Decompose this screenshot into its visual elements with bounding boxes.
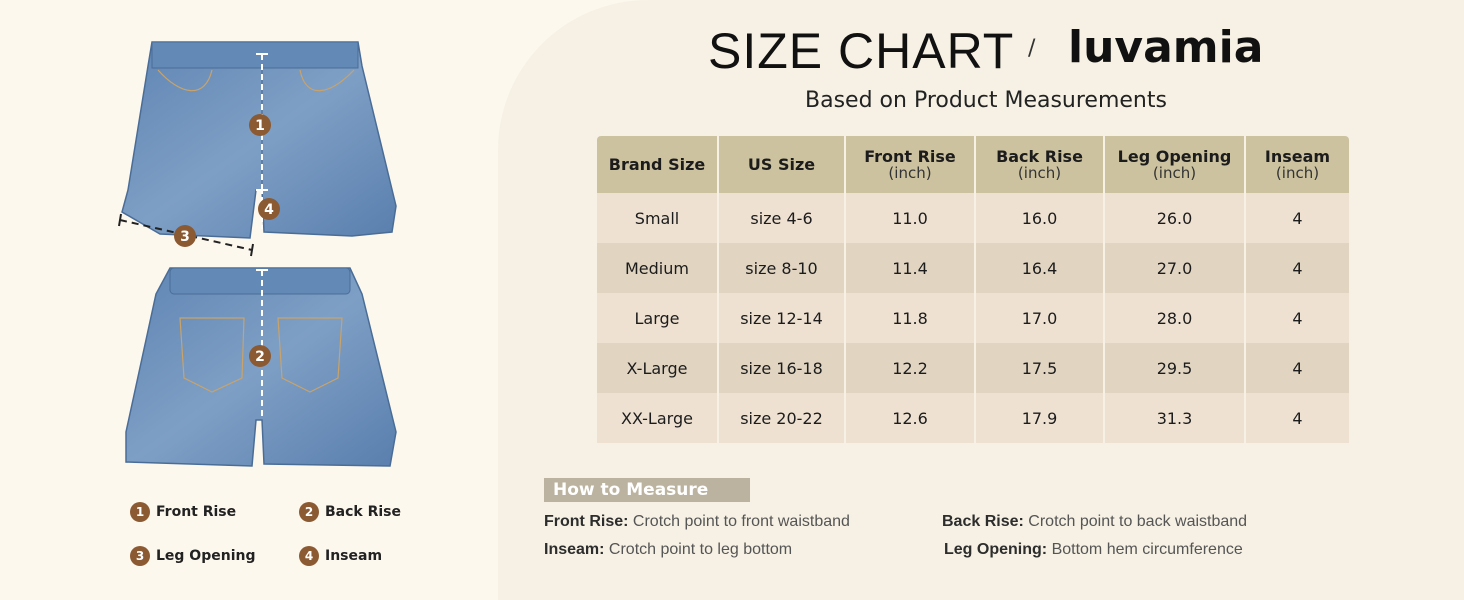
measure-desc: Crotch point to back waistband (1028, 513, 1248, 530)
table-cell: 26.0 (1105, 193, 1246, 243)
legend-label: Leg Opening (156, 548, 256, 564)
svg-text:4: 4 (264, 202, 274, 218)
page-subtitle: Based on Product Measurements (805, 88, 1167, 113)
page-title: SIZE CHART (708, 23, 1015, 79)
measure-desc: Crotch point to front waistband (632, 513, 850, 530)
marker-back-rise: 2 (249, 345, 271, 367)
table-row: Large size 12-14 11.8 17.0 28.0 4 (597, 293, 1349, 343)
table-cell: Small (597, 193, 719, 243)
table-cell: 4 (1246, 393, 1349, 443)
legend-label: Inseam (325, 548, 383, 564)
table-header-row: Brand Size US Size Front Rise (inch) Back… (597, 136, 1349, 193)
legend-item-back-rise: 2 Back Rise (299, 501, 401, 523)
table-cell: 16.0 (976, 193, 1105, 243)
legend-number: 4 (299, 546, 319, 566)
measure-desc: Bottom hem circumference (1051, 541, 1243, 558)
table-cell: 4 (1246, 343, 1349, 393)
brand-logo: luvamia (1068, 22, 1264, 73)
table-cell: 28.0 (1105, 293, 1246, 343)
table-cell: size 20-22 (719, 393, 846, 443)
table-cell: 4 (1246, 193, 1349, 243)
marker-inseam: 4 (258, 198, 280, 220)
title-separator: / (1028, 36, 1036, 61)
table-row: X-Large size 16-18 12.2 17.5 29.5 4 (597, 343, 1349, 393)
measure-term: Leg Opening: (944, 541, 1048, 558)
legend-number: 2 (299, 502, 319, 522)
column-header: US Size (719, 136, 846, 193)
measure-term: Front Rise: (544, 513, 629, 530)
svg-text:2: 2 (255, 349, 265, 365)
table-cell: 29.5 (1105, 343, 1246, 393)
measure-line-leg-opening: Leg Opening: Bottom hem circumference (944, 541, 1243, 559)
legend-number: 3 (130, 546, 150, 566)
table-row: Medium size 8-10 11.4 16.4 27.0 4 (597, 243, 1349, 293)
table-cell: 17.5 (976, 343, 1105, 393)
legend-label: Back Rise (325, 504, 402, 520)
table-row: Small size 4-6 11.0 16.0 26.0 4 (597, 193, 1349, 243)
table-row: XX-Large size 20-22 12.6 17.9 31.3 4 (597, 393, 1349, 443)
table-cell: 16.4 (976, 243, 1105, 293)
marker-front-rise: 1 (249, 114, 271, 136)
table-cell: Large (597, 293, 719, 343)
measure-line-back-rise: Back Rise: Crotch point to back waistban… (942, 513, 1247, 531)
table-cell: 12.2 (846, 343, 976, 393)
measure-term: Inseam: (544, 541, 605, 558)
marker-leg-opening: 3 (174, 225, 196, 247)
table-cell: 11.8 (846, 293, 976, 343)
table-cell: 27.0 (1105, 243, 1246, 293)
table-cell: size 8-10 (719, 243, 846, 293)
column-header: Inseam (inch) (1246, 136, 1349, 193)
how-to-measure-title: How to Measure (544, 478, 750, 502)
shorts-diagram: 1 4 3 2 (118, 41, 397, 467)
table-cell: 17.9 (976, 393, 1105, 443)
measure-line-inseam: Inseam: Crotch point to leg bottom (544, 541, 792, 559)
back-shorts-image (125, 267, 397, 467)
column-header: Back Rise (inch) (976, 136, 1105, 193)
column-header: Front Rise (inch) (846, 136, 976, 193)
measure-term: Back Rise: (942, 513, 1024, 530)
column-header: Leg Opening (inch) (1105, 136, 1246, 193)
table-cell: 11.4 (846, 243, 976, 293)
legend-number: 1 (130, 502, 150, 522)
svg-text:1: 1 (255, 118, 265, 134)
table-cell: size 12-14 (719, 293, 846, 343)
legend-item-front-rise: 1 Front Rise (130, 501, 236, 523)
legend-item-leg-opening: 3 Leg Opening (130, 545, 255, 567)
table-cell: size 16-18 (719, 343, 846, 393)
table-cell: 17.0 (976, 293, 1105, 343)
front-shorts-image (121, 41, 397, 239)
table-cell: X-Large (597, 343, 719, 393)
table-cell: 11.0 (846, 193, 976, 243)
title-row: SIZE CHART / luvamia (0, 22, 1464, 82)
table-cell: XX-Large (597, 393, 719, 443)
legend-label: Front Rise (156, 504, 237, 520)
table-cell: 4 (1246, 293, 1349, 343)
legend-item-inseam: 4 Inseam (299, 545, 382, 567)
table-cell: size 4-6 (719, 193, 846, 243)
svg-text:3: 3 (180, 229, 190, 245)
table-cell: 4 (1246, 243, 1349, 293)
column-header: Brand Size (597, 136, 719, 193)
table-cell: 12.6 (846, 393, 976, 443)
table-cell: 31.3 (1105, 393, 1246, 443)
measure-desc: Crotch point to leg bottom (608, 541, 793, 558)
table-cell: Medium (597, 243, 719, 293)
size-chart-table: Brand Size US Size Front Rise (inch) Back… (597, 136, 1349, 443)
measure-line-front-rise: Front Rise: Crotch point to front waistb… (544, 513, 850, 531)
